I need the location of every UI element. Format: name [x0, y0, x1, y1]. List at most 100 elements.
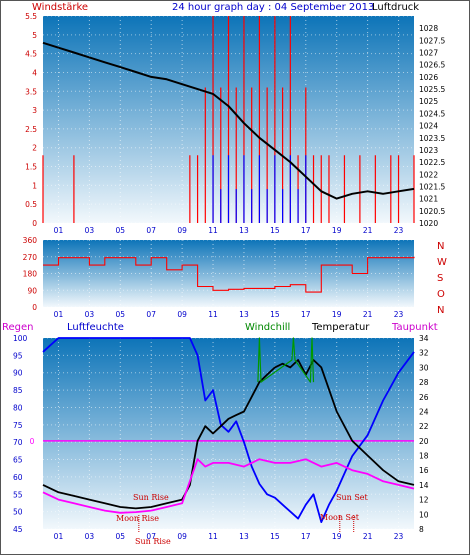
x-tick-label: 11: [208, 226, 218, 235]
x-tick-label: 17: [301, 310, 311, 319]
humidity-y-tick: 80: [13, 403, 23, 412]
wind-y-tick: 1: [32, 181, 37, 190]
temperature-y-tick: 32: [419, 349, 429, 358]
direction-y-tick: 0: [32, 303, 37, 312]
temperature-y-tick: 10: [419, 510, 429, 519]
x-tick-label: 11: [208, 532, 218, 541]
x-tick-label: 01: [54, 226, 64, 235]
x-tick-label: 21: [363, 226, 373, 235]
temperature-y-tick: 8: [419, 525, 424, 534]
x-tick-label: 15: [270, 532, 280, 541]
wind-y-tick: 1.5: [25, 163, 37, 172]
x-tick-label: 19: [332, 310, 342, 319]
x-tick-label: 03: [85, 310, 95, 319]
x-tick-label: 05: [116, 226, 126, 235]
direction-y-tick: 360: [23, 236, 38, 245]
temperature-y-tick: 26: [419, 393, 429, 402]
temperature-y-tick: 20: [419, 437, 429, 446]
temperature-y-tick: 24: [419, 407, 429, 416]
sun-set-annotation: Sun Set: [336, 493, 369, 502]
humidity-y-tick: 85: [13, 386, 23, 395]
x-tick-label: 17: [301, 532, 311, 541]
pressure-y-tick: 1025.5: [419, 85, 445, 94]
dewpoint-line: [42, 458, 415, 514]
pressure-y-tick: 1023.5: [419, 134, 445, 143]
humidity-y-tick: 70: [13, 438, 23, 447]
pressure-y-tick: 1020.5: [419, 207, 445, 216]
humidity-y-tick: 95: [13, 351, 23, 360]
pressure-y-tick: 1021: [419, 195, 438, 204]
rain-label: Regen: [2, 322, 34, 333]
x-tick-label: 01: [54, 310, 64, 319]
pressure-y-tick: 1025: [419, 97, 438, 106]
x-tick-label: 03: [85, 532, 95, 541]
temp-humidity-panel: [43, 338, 414, 529]
wind-axis-title: Windstärke: [32, 2, 88, 13]
x-tick-label: 11: [208, 310, 218, 319]
x-tick-label: 09: [177, 532, 187, 541]
pressure-axis-title: Luftdruck: [372, 2, 419, 13]
x-tick-label: 17: [301, 226, 311, 235]
pressure-y-tick: 1024.5: [419, 109, 445, 118]
humidity-y-tick: 100: [13, 334, 28, 343]
dewpoint-label: Taupunkt: [391, 322, 438, 333]
x-tick-label: 23: [394, 310, 404, 319]
x-tick-label: 13: [239, 226, 249, 235]
pressure-y-tick: 1021.5: [419, 182, 445, 191]
pressure-y-tick: 1027.5: [419, 36, 445, 45]
x-tick-label: 21: [363, 532, 373, 541]
x-tick-label: 15: [270, 310, 280, 319]
humidity-y-tick: 50: [13, 508, 23, 517]
temperature-y-tick: 12: [419, 496, 429, 505]
sun-rise-small-annotation: Sun Rise: [135, 537, 171, 546]
dir-letter-s: S: [437, 273, 443, 284]
pressure-y-tick: 1026: [419, 73, 438, 82]
temperature-line: [42, 359, 415, 510]
wind-y-tick: 4: [32, 68, 37, 77]
pressure-y-tick: 1026.5: [419, 61, 445, 70]
pressure-y-tick: 1028: [419, 24, 438, 33]
windchill-label: Windchill: [245, 322, 290, 333]
dir-letter-o: O: [437, 289, 445, 300]
graph-title: 24 hour graph day : 04 September 2013: [172, 2, 374, 13]
windchill-line: [257, 337, 315, 383]
direction-y-tick: 180: [23, 270, 38, 279]
x-tick-label: 15: [270, 226, 280, 235]
x-tick-label: 09: [177, 310, 187, 319]
temperature-y-tick: 22: [419, 422, 429, 431]
humidity-y-tick: 65: [13, 456, 23, 465]
humidity-line: [42, 337, 415, 523]
wind-y-tick: 2: [32, 144, 37, 153]
x-tick-label: 09: [177, 226, 187, 235]
humidity-y-tick: 55: [13, 490, 23, 499]
pressure-y-tick: 1022: [419, 170, 438, 179]
x-tick-label: 07: [146, 532, 156, 541]
pressure-y-tick: 1020: [419, 219, 438, 228]
temperature-y-tick: 14: [419, 481, 429, 490]
x-tick-label: 07: [146, 226, 156, 235]
wind-y-tick: 5.5: [25, 12, 37, 21]
sun-rise-annotation: Sun Rise: [133, 493, 169, 502]
x-tick-label: 13: [239, 532, 249, 541]
humidity-y-tick: 45: [13, 525, 23, 534]
x-tick-label: 23: [394, 226, 404, 235]
x-tick-label: 19: [332, 532, 342, 541]
direction-y-tick: 90: [27, 286, 37, 295]
wind-y-tick: 0.5: [25, 200, 37, 209]
dir-letter-n-bottom: N: [437, 305, 444, 316]
dir-letter-n-top: N: [437, 241, 444, 252]
dir-letter-w: W: [437, 257, 447, 268]
temperature-y-tick: 18: [419, 452, 429, 461]
pressure-y-tick: 1022.5: [419, 158, 445, 167]
temperature-y-tick: 34: [419, 334, 429, 343]
temperature-y-tick: 30: [419, 363, 429, 372]
temperature-label: Temperatur: [311, 322, 370, 333]
wind-y-tick: 3.5: [25, 87, 37, 96]
pressure-y-tick: 1027: [419, 49, 438, 58]
pressure-y-tick: 1023: [419, 146, 438, 155]
humidity-y-tick: 75: [13, 421, 23, 430]
pressure-y-tick: 1024: [419, 122, 438, 131]
direction-y-tick: 270: [23, 253, 38, 262]
